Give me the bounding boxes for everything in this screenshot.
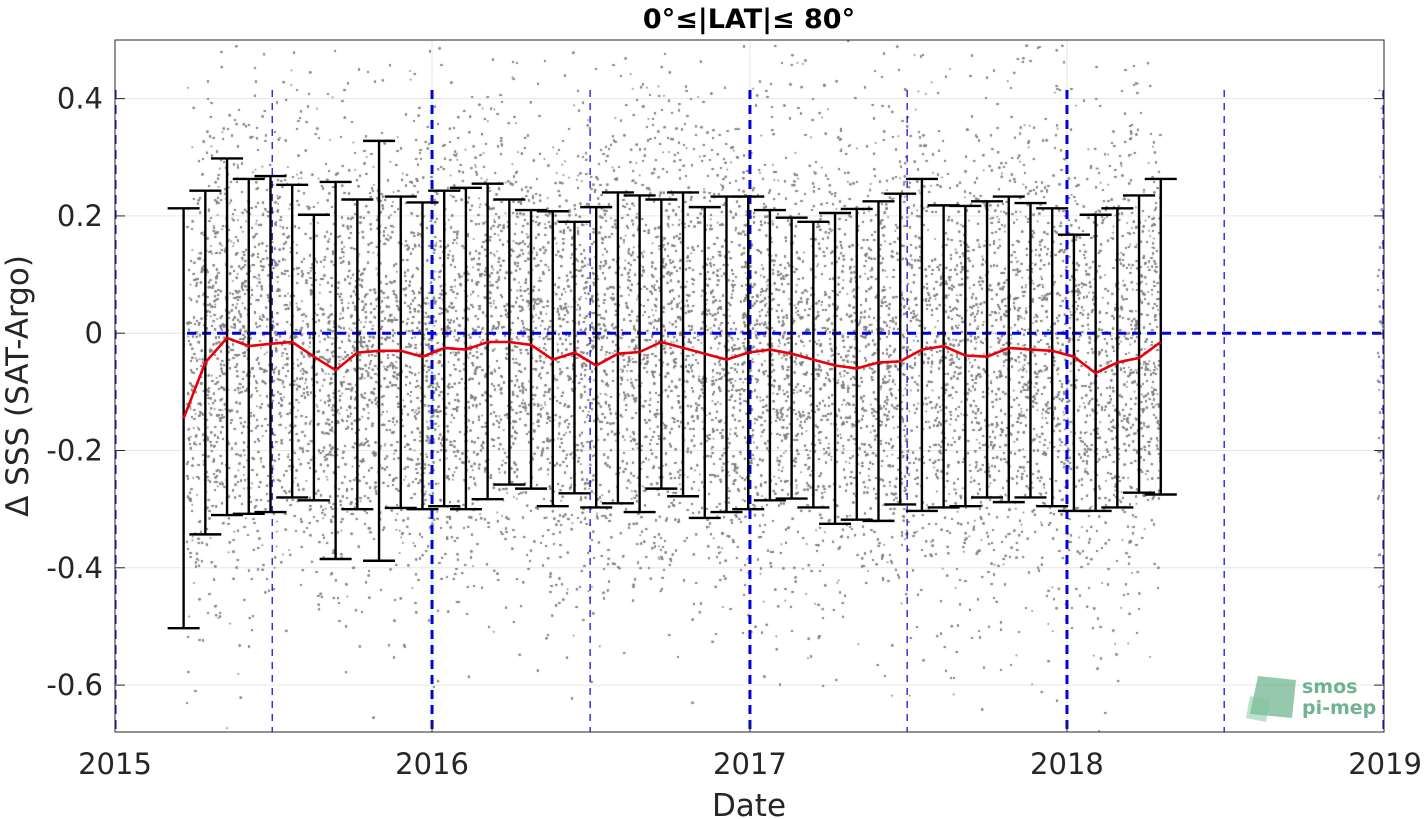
x-axis: 2015 2016 2017 2018 2019: [78, 722, 1422, 781]
mean-line-group: [182, 336, 1162, 419]
y-tick-label: -0.6: [46, 668, 103, 702]
x-tick-label: 2016: [395, 747, 469, 781]
logo-line2: pi-mep: [1302, 697, 1376, 719]
error-bar: [753, 208, 786, 502]
error-bar: [1101, 207, 1134, 509]
y-tick-label: 0.4: [57, 82, 103, 116]
error-bar: [862, 200, 895, 523]
y-tick-label: 0: [85, 316, 103, 350]
logo-line1: smos: [1302, 676, 1357, 698]
error-bar: [905, 177, 938, 513]
x-tick-label: 2019: [1348, 747, 1422, 781]
x-axis-label: Date: [712, 788, 786, 819]
y-axis: 0.4 0.2 0 -0.2 -0.4 -0.6: [46, 82, 1384, 702]
error-bar: [601, 191, 634, 505]
smos-pi-mep-logo: smos pi-mep: [1246, 676, 1376, 722]
x-tick-label: 2017: [713, 747, 787, 781]
error-bar: [558, 220, 591, 495]
error-bar: [971, 200, 1004, 499]
error-bar: [667, 191, 700, 498]
error-bar: [623, 194, 656, 514]
y-tick-label: 0.2: [57, 199, 103, 233]
error-bar: [775, 216, 808, 500]
error-bar: [341, 198, 374, 511]
mean-line: [182, 336, 1162, 419]
error-bar: [688, 205, 721, 520]
error-bar: [645, 198, 678, 490]
error-bar: [797, 220, 830, 509]
error-bar: [580, 205, 613, 509]
error-bar: [992, 195, 1025, 504]
y-axis-label: Δ SSS (SAT-Argo): [0, 255, 36, 517]
error-bar: [1144, 177, 1177, 496]
x-tick-label: 2018: [1030, 747, 1104, 781]
logo-cube-shade-icon: [1246, 696, 1270, 722]
y-tick-label: -0.4: [46, 551, 103, 585]
error-bar: [884, 192, 917, 506]
error-bar: [1079, 213, 1112, 513]
chart-title: 0°≤|LAT|≤ 80°: [643, 4, 855, 35]
error-bar: [819, 211, 852, 526]
y-tick-label: -0.2: [46, 434, 103, 468]
error-bar: [1036, 207, 1069, 508]
reference-lines: [115, 90, 1384, 732]
x-tick-label: 2015: [78, 747, 152, 781]
error-bar: [1123, 194, 1156, 494]
